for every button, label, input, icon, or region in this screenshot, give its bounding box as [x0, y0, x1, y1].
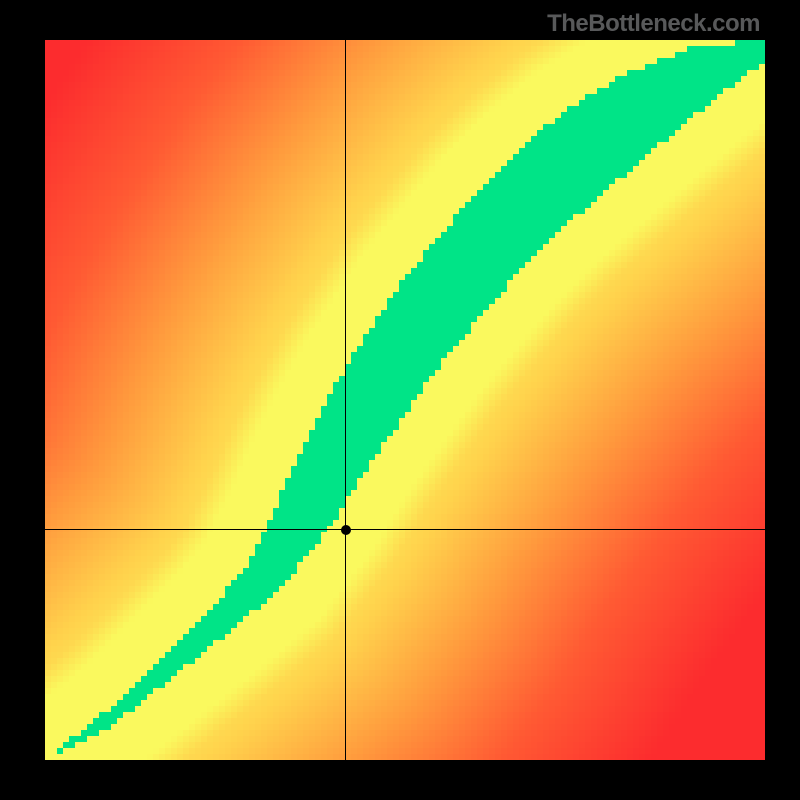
- watermark-text: TheBottleneck.com: [547, 10, 760, 38]
- crosshair-vertical: [345, 40, 346, 760]
- crosshair-marker: [341, 525, 351, 535]
- bottleneck-heatmap: [45, 40, 765, 760]
- crosshair-horizontal: [45, 529, 765, 530]
